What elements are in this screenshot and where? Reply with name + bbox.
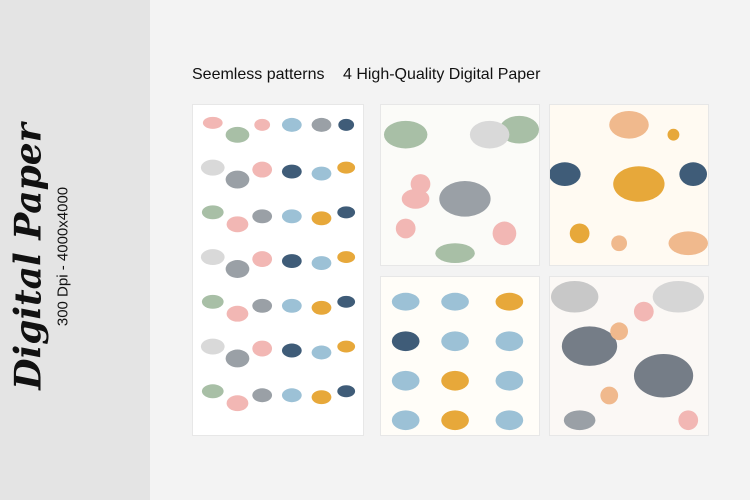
sidebar-panel: Digital Paper 300 Dpi - 4000x4000: [0, 0, 150, 500]
resolution-spec: 300 Dpi - 4000x4000: [54, 186, 72, 327]
strip-pattern-image: [193, 105, 363, 435]
headline: Seemless patterns 4 High-Quality Digital…: [192, 66, 554, 84]
digital-paper-title: Digital Paper: [7, 123, 50, 390]
mustard-navy-elephants-pattern: [550, 105, 708, 265]
pattern-1-tile: [380, 104, 540, 266]
pattern-4-tile: [549, 276, 709, 436]
gray-elephants-peach-flowers-pattern: [550, 277, 708, 435]
blue-mustard-elephants-pattern: [381, 277, 539, 435]
pattern-2-tile: [549, 104, 709, 266]
headline-right: 4 High-Quality Digital Paper: [342, 66, 541, 83]
sidebar-title-block: Digital Paper 300 Dpi - 4000x4000: [7, 77, 72, 437]
headline-left: Seemless patterns: [192, 66, 325, 83]
pattern-3-tile: [380, 276, 540, 436]
strip-pattern-tile: [192, 104, 364, 436]
gray-elephant-pattern: [381, 105, 539, 265]
